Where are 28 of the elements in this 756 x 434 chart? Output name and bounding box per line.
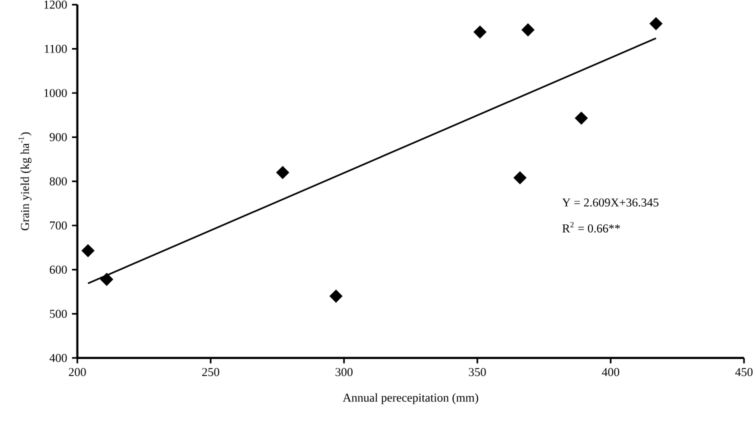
x-tick-label: 350 [468,368,486,376]
x-tick-label: 200 [68,368,86,376]
x-axis-title: Annual perecepitation (mm) [342,393,478,404]
point [100,272,114,286]
y-tick-label: 700 [50,221,67,230]
point [650,17,662,30]
y-tick-label: 800 [50,177,67,186]
point [330,290,342,303]
point [574,112,588,125]
annotation: Y = 2.609X+36.345 [562,198,658,207]
y-tick-label: 400 [50,354,67,362]
y-tick-label: 1100 [44,44,67,53]
y-axis-title: Grain yield (kg ha$^{-1}$) [18,132,32,230]
y-tick-label: 900 [50,133,67,142]
point [522,23,534,36]
x-tick-label: 250 [202,368,220,376]
point [82,244,94,258]
x-tick-label: 450 [735,368,753,376]
x-tick-label: 300 [336,368,353,376]
point [514,171,526,184]
x-tick-label: 400 [602,368,620,376]
point [276,166,290,179]
annotation: R$^{2}$ = 0.66** [562,222,620,233]
y-tick-label: 1200 [44,0,67,9]
point [474,26,486,39]
y-tick-label: 1000 [44,88,67,98]
y-tick-label: 500 [50,310,67,318]
y-tick-label: 600 [50,266,67,274]
